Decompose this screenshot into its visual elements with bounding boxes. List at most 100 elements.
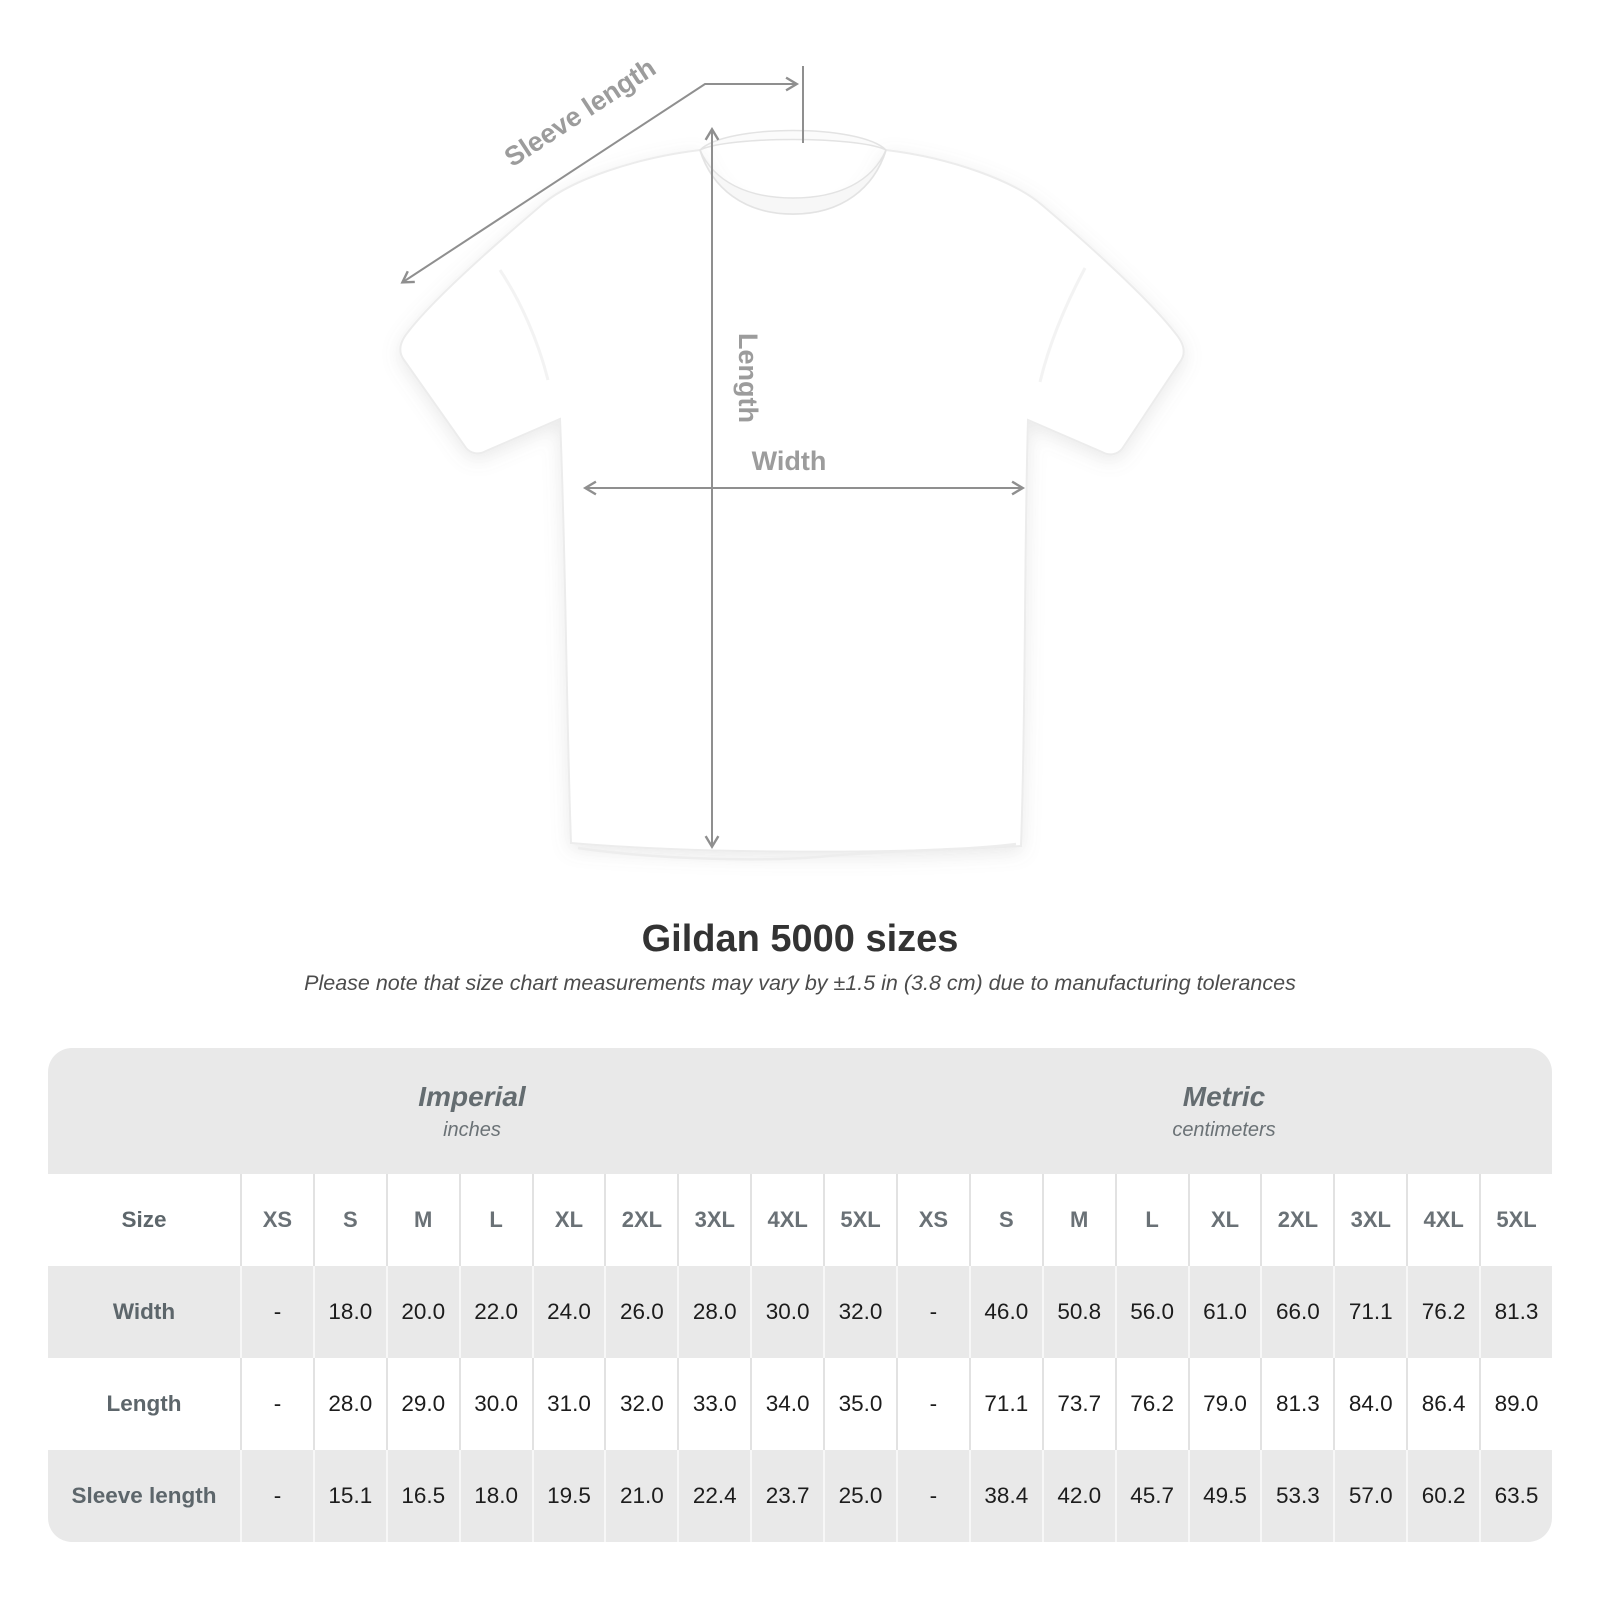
measurement-value-cell: 60.2 (1406, 1450, 1479, 1542)
measurement-value-cell: 42.0 (1041, 1450, 1115, 1542)
size-header-cell: 3XL (677, 1174, 750, 1266)
size-header-cell: 2XL (604, 1174, 677, 1266)
measurement-value-cell: 76.2 (1406, 1266, 1479, 1358)
size-header-cell: 2XL (1260, 1174, 1333, 1266)
size-header-cell: M (385, 1174, 459, 1266)
measurement-value-cell: 89.0 (1479, 1358, 1552, 1450)
table-row-width: Width -18.0 20.0 22.0 24.0 26.0 28.0 30.0 32.0-4… (48, 1266, 1552, 1358)
unit-group-metric: Metric centimeters (896, 1048, 1552, 1174)
measurement-value-cell: 81.3 (1260, 1358, 1333, 1450)
width-label: Width (752, 446, 827, 476)
measurement-value-cell: 81.3 (1479, 1266, 1552, 1358)
measurement-value-cell: 38.4 (968, 1450, 1042, 1542)
tshirt-sleeve-crease-right (1038, 267, 1087, 383)
measurement-value-cell: 71.1 (968, 1358, 1042, 1450)
tshirt-diagram: Sleeve length Length Width (399, 52, 1185, 861)
tshirt-graphic: Sleeve length Length Width (399, 52, 1185, 861)
measurement-value-cell: 22.0 (458, 1266, 532, 1358)
unit-band: Imperial inches Metric centimeters (48, 1048, 1552, 1174)
measurement-value-cell: 34.0 (750, 1358, 823, 1450)
table-row-length: Length -28.0 29.0 30.0 31.0 32.0 33.0 34.0 35.0-… (48, 1358, 1552, 1450)
row-label: Width (112, 1299, 176, 1324)
size-header-cell: S (312, 1174, 386, 1266)
size-header-cell: M (1041, 1174, 1115, 1266)
measurement-value-cell: 32.0 (604, 1358, 677, 1450)
measurement-value-cell: 21.0 (604, 1450, 677, 1542)
measurement-value-cell: 33.0 (677, 1358, 750, 1450)
unit-group-imperial-title: Imperial (418, 1080, 526, 1112)
sleeve-length-arrow (400, 76, 800, 284)
measurement-value-cell: 35.0 (823, 1358, 896, 1450)
size-header-cell: 4XL (750, 1174, 823, 1266)
measurement-value-cell: - (895, 1450, 969, 1542)
size-header-cell: 5XL (1479, 1174, 1552, 1266)
row-label: Sleeve length (71, 1483, 217, 1508)
unit-group-imperial: Imperial inches (48, 1048, 896, 1174)
table-row-sleeve-length: Sleeve length -15.1 16.5 18.0 19.5 21.0 22.4 23… (48, 1450, 1552, 1542)
measurement-value-cell: 30.0 (750, 1266, 823, 1358)
measurement-value-cell: 30.0 (458, 1358, 532, 1450)
measurement-value-cell: 45.7 (1114, 1450, 1188, 1542)
size-header-cell: L (458, 1174, 532, 1266)
measurement-value-cell: 15.1 (312, 1450, 386, 1542)
length-label: Length (733, 333, 763, 423)
size-chart-card: Imperial inches Metric centimeters Size X… (48, 1048, 1552, 1542)
unit-group-metric-title: Metric (1182, 1080, 1266, 1112)
measurement-value-cell: 22.4 (677, 1450, 750, 1542)
size-header-row: Size XS S M L XL 2XL 3XL 4XL 5XL XS S M L XL 2XL 3XL 4XL 5… (48, 1174, 1552, 1266)
measurement-value-cell: - (240, 1358, 313, 1450)
measurement-value-cell: 32.0 (823, 1266, 896, 1358)
measurement-value-cell: 25.0 (823, 1450, 896, 1542)
size-header-cell: XS (240, 1174, 313, 1266)
measurement-value-cell: - (895, 1358, 969, 1450)
sleeve-length-label: Sleeve length (499, 52, 661, 172)
measurement-value-cell: 46.0 (968, 1266, 1042, 1358)
measurement-value-cell: 28.0 (312, 1358, 386, 1450)
measurement-value-cell: 50.8 (1041, 1266, 1115, 1358)
measurement-value-cell: 16.5 (385, 1450, 459, 1542)
measurement-value-cell: 28.0 (677, 1266, 750, 1358)
size-header-cell: XL (531, 1174, 605, 1266)
measurement-value-cell: 71.1 (1333, 1266, 1406, 1358)
title-block: Gildan 5000 sizes Please note that size … (0, 918, 1600, 996)
size-header-cell: XL (1187, 1174, 1261, 1266)
measurement-value-cell: - (240, 1266, 313, 1358)
measurement-value-cell: 20.0 (385, 1266, 459, 1358)
measurement-value-cell: 84.0 (1333, 1358, 1406, 1450)
measurement-value-cell: 63.5 (1479, 1450, 1552, 1542)
measurement-value-cell: 23.7 (750, 1450, 823, 1542)
size-header-cell: L (1114, 1174, 1188, 1266)
measurement-value-cell: 56.0 (1114, 1266, 1188, 1358)
measurement-value-cell: 66.0 (1260, 1266, 1333, 1358)
measurement-value-cell: 53.3 (1260, 1450, 1333, 1542)
size-corner-label: Size (121, 1207, 167, 1232)
measurement-value-cell: 73.7 (1041, 1358, 1115, 1450)
unit-group-metric-unit: centimeters (1172, 1118, 1276, 1141)
measurement-value-cell: 86.4 (1406, 1358, 1479, 1450)
measurement-value-cell: 61.0 (1187, 1266, 1261, 1358)
measurement-value-cell: 31.0 (531, 1358, 605, 1450)
page-title: Gildan 5000 sizes (641, 918, 959, 960)
tshirt-hem-crease (577, 842, 1017, 861)
size-header-cell: 5XL (823, 1174, 896, 1266)
unit-group-imperial-unit: inches (443, 1118, 501, 1141)
size-header-cell: S (968, 1174, 1042, 1266)
measurement-value-cell: 18.0 (312, 1266, 386, 1358)
measurement-value-cell: 19.5 (531, 1450, 605, 1542)
measurement-value-cell: 29.0 (385, 1358, 459, 1450)
measurement-value-cell: 49.5 (1187, 1450, 1261, 1542)
measurement-value-cell: 76.2 (1114, 1358, 1188, 1450)
row-label: Length (106, 1391, 182, 1416)
measurement-value-cell: 24.0 (531, 1266, 605, 1358)
measurement-value-cell: 57.0 (1333, 1450, 1406, 1542)
tshirt-collar-back (699, 129, 887, 151)
measurement-value-cell: 26.0 (604, 1266, 677, 1358)
tshirt-body (399, 148, 1185, 853)
measurement-value-cell: - (895, 1266, 969, 1358)
measurement-value-cell: 18.0 (458, 1450, 532, 1542)
measurement-value-cell: 79.0 (1187, 1358, 1261, 1450)
measurement-value-cell: - (240, 1450, 313, 1542)
size-header-cell: 4XL (1406, 1174, 1479, 1266)
size-header-cell: 3XL (1333, 1174, 1406, 1266)
